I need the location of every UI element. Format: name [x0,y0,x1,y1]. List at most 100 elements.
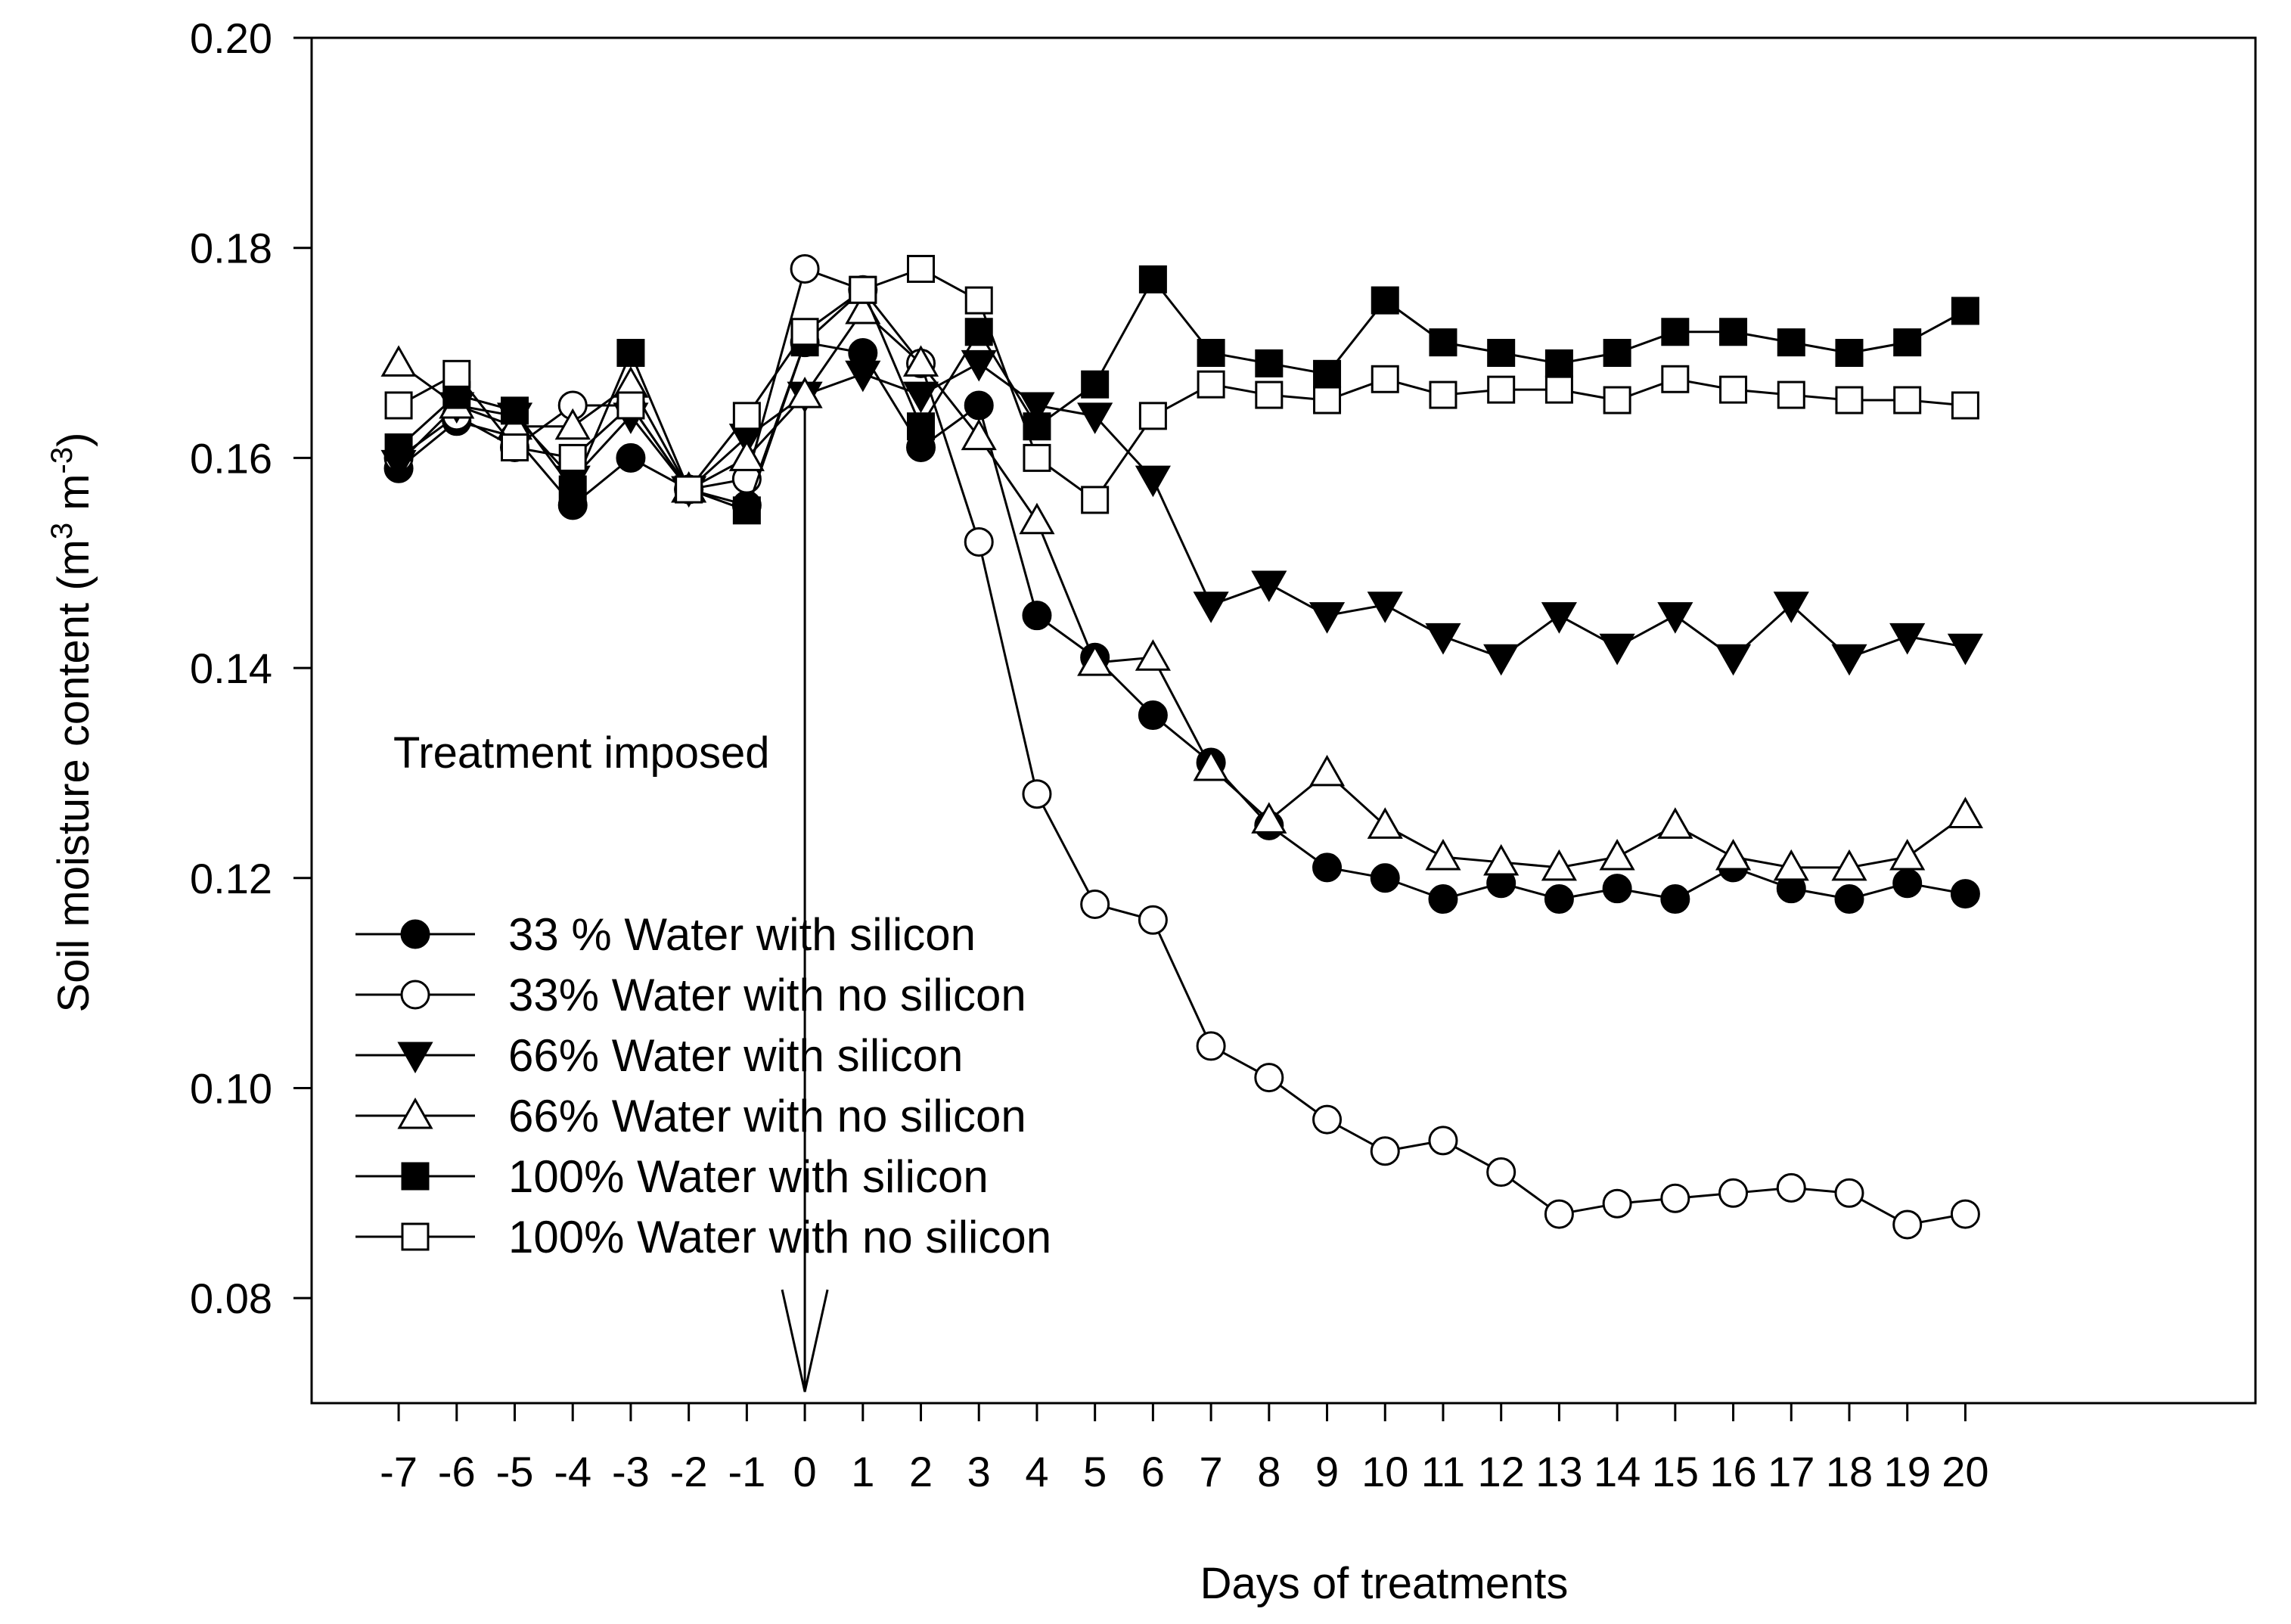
data-point [1077,402,1113,434]
y-tick-label: 0.18 [190,225,272,272]
data-point [1138,905,1168,935]
x-tick-label: 2 [909,1448,933,1495]
series-6 [384,254,1979,514]
data-point [964,526,994,557]
data-point [1312,852,1343,883]
x-tick-label: -3 [612,1448,650,1495]
data-point [1313,386,1342,415]
data-point [558,443,587,472]
data-point [1657,807,1693,839]
data-point [845,360,881,393]
data-point [1308,754,1346,787]
data-point [1255,349,1284,377]
data-point [1773,849,1809,881]
data-point [558,475,587,504]
x-tick-label: 8 [1257,1448,1281,1495]
treatment-annotation: Treatment imposed [393,395,829,1393]
series-line [398,309,1967,869]
data-point [554,408,591,440]
data-point [1428,884,1458,914]
data-point [787,377,823,408]
legend-item: 66% Water with no silicon [355,1091,1026,1141]
legend-marker [401,1222,430,1251]
data-point [1951,297,1979,325]
x-tick-label: 11 [1421,1448,1465,1495]
data-point [1196,1031,1226,1061]
x-tick-label: 17 [1768,1448,1814,1495]
data-point [1193,749,1229,781]
data-point [1483,644,1520,676]
data-point [1599,838,1635,871]
data-point [1602,874,1632,904]
x-tick-label: 15 [1652,1448,1699,1495]
data-point [1831,644,1867,676]
legend-item: 100% Water with silicon [355,1151,989,1202]
x-tick-label: -6 [438,1448,476,1495]
x-tick-label: 6 [1141,1448,1165,1495]
legend-label: 66% Water with silicon [508,1030,963,1081]
data-point [1370,1136,1400,1166]
y-tick-label: 0.08 [190,1275,272,1322]
data-point [790,318,819,346]
data-point [1197,370,1225,399]
x-tick-label: 9 [1315,1448,1339,1495]
legend-label: 100% Water with no silicon [508,1212,1051,1262]
data-point [1425,623,1461,655]
legend: 33 % Water with silicon 33% Water with no… [355,909,1051,1262]
x-tick-label: 16 [1709,1448,1756,1495]
treatment-arrow-head [781,1289,829,1393]
data-point [1487,375,1516,404]
data-point [1197,339,1225,368]
legend-marker [400,980,430,1010]
legend-item: 33 % Water with silicon [355,909,976,960]
data-point [1947,633,1983,666]
x-tick-label: 10 [1361,1448,1408,1495]
data-point [1486,1157,1516,1188]
data-point [1077,644,1113,676]
series-line [398,267,1966,502]
y-axis-title-mid: m [49,474,98,522]
plot-frame [310,36,2257,1405]
x-tick-label: 7 [1200,1448,1223,1495]
data-point [1312,1104,1343,1135]
data-point [1660,1183,1690,1213]
x-tick-label: -5 [496,1448,534,1495]
series-line [398,362,1966,660]
data-point [907,412,936,441]
data-point [1889,623,1926,655]
series-line [398,277,1967,512]
legend-item: 66% Water with silicon [355,1030,963,1081]
y-axis-title: Soil moisture content (m3 m-3) [45,433,98,1013]
data-point [964,286,993,315]
legend-item: 33% Water with no silicon [355,970,1026,1020]
data-point [1544,884,1574,914]
data-point [1777,380,1805,409]
data-point [1251,802,1287,834]
data-point [1022,779,1052,809]
data-point [1950,1199,1980,1229]
data-point [1367,592,1403,623]
data-point [1834,1178,1864,1208]
data-point [616,442,646,473]
data-point [1892,868,1923,899]
data-point [1544,375,1573,404]
y-tick-label: 0.12 [190,855,272,902]
data-point [1660,884,1690,914]
data-point [1371,286,1399,315]
x-tick-label: -1 [728,1448,765,1495]
data-point [1950,879,1980,909]
data-point [1602,1188,1632,1219]
data-point [1835,339,1864,368]
data-point [902,381,939,414]
data-point [1138,265,1167,293]
x-tick-label: 0 [793,1448,817,1495]
data-point [1603,386,1631,415]
data-point [1370,863,1400,893]
legend-label: 33% Water with no silicon [508,970,1026,1020]
data-point [1715,838,1752,871]
data-point [675,475,703,504]
y-tick-label: 0.14 [190,644,272,692]
x-tick-label: 12 [1478,1448,1525,1495]
y-tick-label: 0.10 [190,1064,272,1112]
data-point [1138,700,1168,731]
